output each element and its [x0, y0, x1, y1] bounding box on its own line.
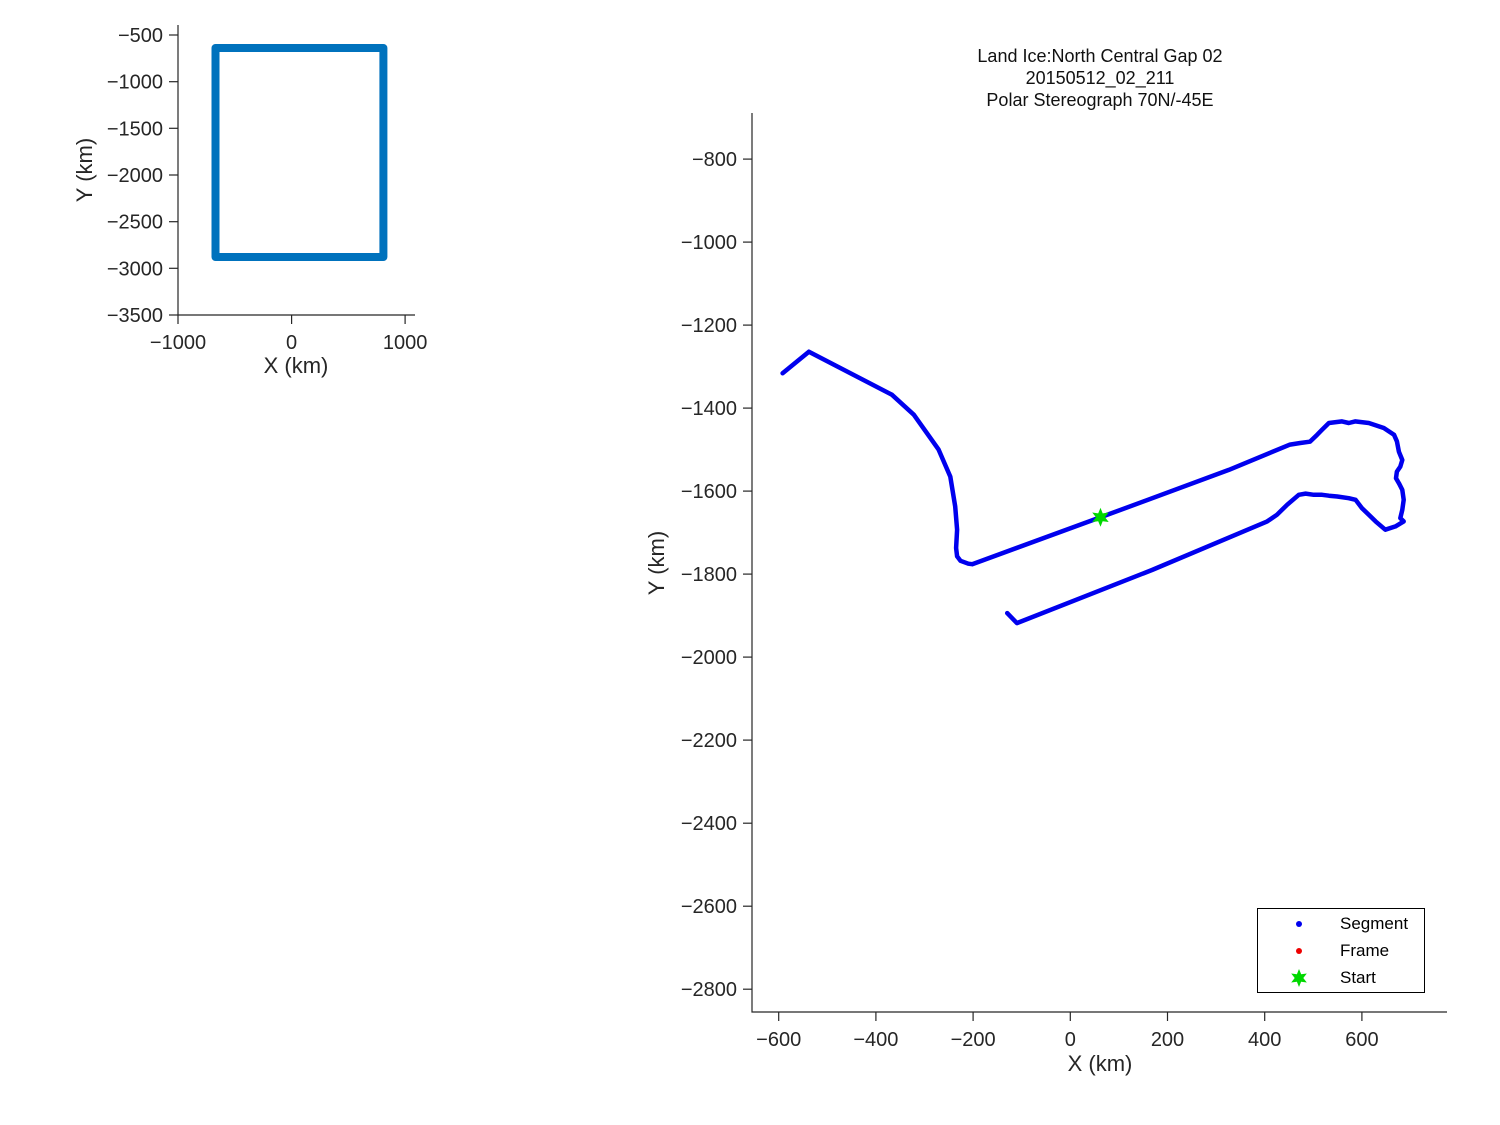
frame-dot-icon — [1258, 947, 1340, 954]
axis-spines — [751, 113, 1447, 1013]
legend-entry-start: Start — [1258, 965, 1424, 991]
y-tick-label: −2200 — [681, 730, 737, 752]
y-tick-label: −2800 — [681, 979, 737, 1001]
y-tick-label: −1800 — [681, 564, 737, 586]
coverage-box — [211, 44, 388, 261]
y-tick-label: −500 — [118, 25, 163, 47]
x-tick-label: −400 — [853, 1029, 898, 1051]
x-tick-label: 1000 — [383, 332, 428, 354]
start-marker-icon — [1092, 507, 1109, 527]
title-line-2: 20150512_02_211 — [1025, 68, 1175, 88]
x-tick-label: −1000 — [150, 332, 206, 354]
legend: Segment Frame Start — [1257, 908, 1425, 993]
legend-entry-frame: Frame — [1258, 938, 1424, 964]
flight-path-xlabel: X (km) — [1067, 1051, 1133, 1076]
x-tick-label: −600 — [756, 1029, 801, 1051]
legend-label-frame: Frame — [1340, 940, 1390, 960]
y-tick-label: −2000 — [107, 165, 163, 187]
x-tick-label: 0 — [286, 332, 297, 354]
y-tick-label: −1200 — [681, 315, 737, 337]
legend-dot — [1296, 920, 1302, 927]
x-tick-label: 200 — [1151, 1029, 1184, 1051]
y-tick-label: −1000 — [107, 72, 163, 94]
overview-ylabel: Y (km) — [72, 137, 97, 203]
y-tick-label: −2000 — [681, 647, 737, 669]
legend-hexagram-shape — [1291, 968, 1307, 987]
y-tick-label: −2600 — [681, 896, 737, 918]
x-tick-label: −200 — [951, 1029, 996, 1051]
legend-dot — [1296, 947, 1302, 954]
segment-dot-icon — [1258, 920, 1340, 927]
title-line-1: Land Ice:North Central Gap 02 — [977, 46, 1223, 66]
y-tick-label: −2500 — [107, 212, 163, 234]
start-hexagram-icon — [1258, 967, 1340, 989]
y-tick-label: −1600 — [681, 481, 737, 503]
title-line-3: Polar Stereograph 70N/-45E — [986, 90, 1214, 110]
legend-hexagram — [1291, 968, 1307, 987]
coverage-overview-plot: −1000 0 1000 −500 −1000 −1500 −2000 −2500 −3000 −… — [107, 25, 428, 354]
y-tick-label: −3500 — [107, 305, 163, 327]
y-tick-label: −3000 — [107, 258, 163, 280]
y-tick-label: −1000 — [681, 232, 737, 254]
flight-path-ylabel: Y (km) — [644, 530, 669, 596]
x-tick-label: 600 — [1345, 1029, 1378, 1051]
y-tick-label: −1500 — [107, 118, 163, 140]
legend-label-start: Start — [1340, 967, 1376, 987]
chart-title: Land Ice:North Central Gap 02 20150512_0… — [977, 45, 1222, 111]
x-tick-label: 0 — [1065, 1029, 1076, 1051]
y-tick-label: −1400 — [681, 398, 737, 420]
y-tick-label: −2400 — [681, 813, 737, 835]
x-tick-label: 400 — [1248, 1029, 1281, 1051]
flight-path-plot: −600 −400 −200 0 200 400 600−800−1000−1200−140… — [681, 113, 1447, 1051]
legend-entry-segment: Segment — [1258, 911, 1424, 937]
segment-path — [780, 349, 1406, 626]
overview-xlabel: X (km) — [263, 353, 329, 378]
y-tick-label: −800 — [692, 149, 737, 171]
legend-label-segment: Segment — [1340, 913, 1409, 933]
